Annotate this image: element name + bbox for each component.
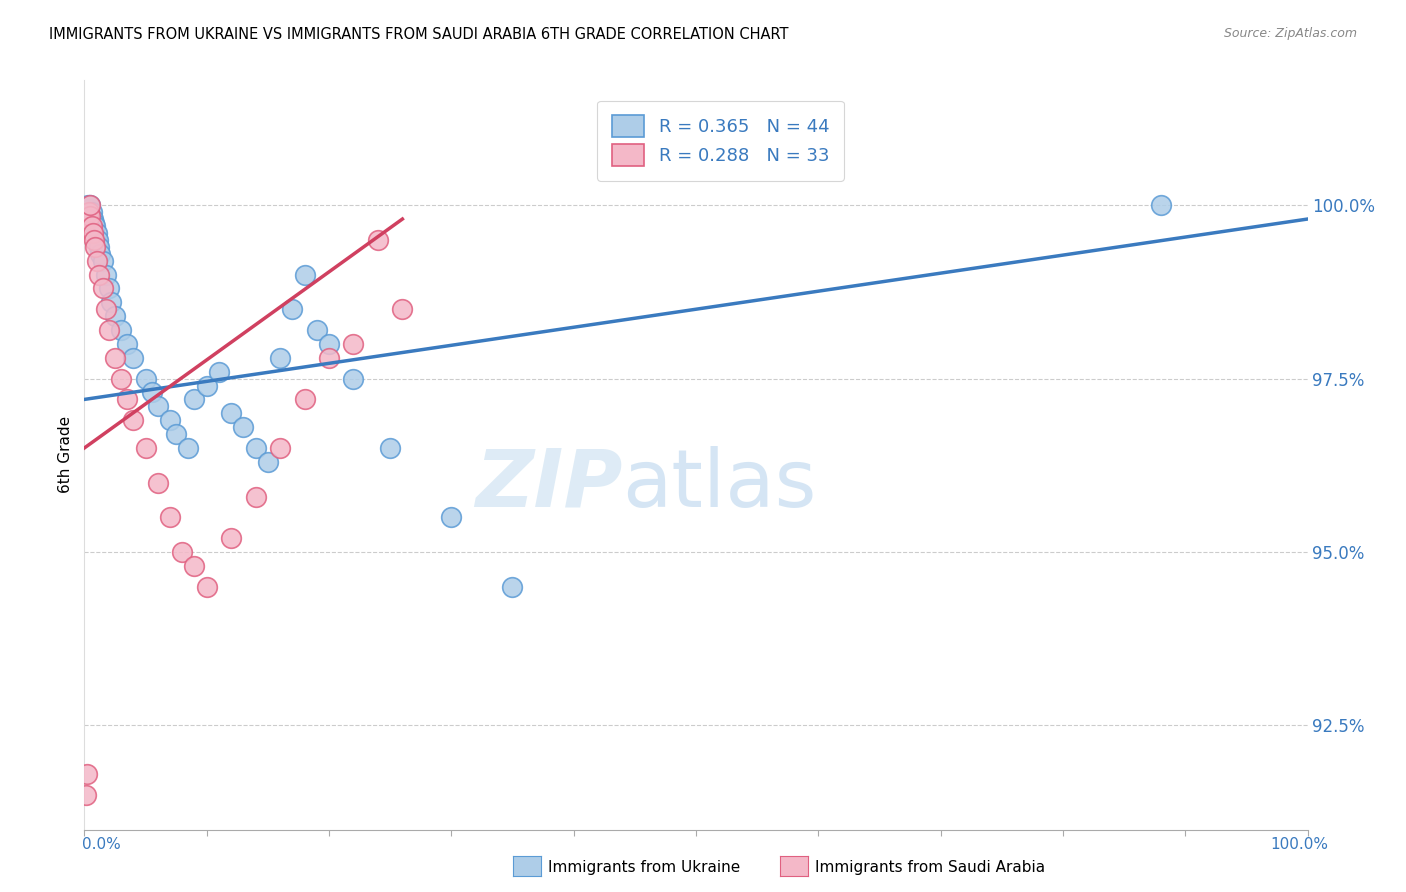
Text: Immigrants from Saudi Arabia: Immigrants from Saudi Arabia xyxy=(815,860,1046,874)
Point xyxy=(82,212,104,227)
Point xyxy=(257,455,280,469)
Point xyxy=(115,392,138,407)
Point xyxy=(89,246,111,260)
Point xyxy=(219,531,242,545)
Point xyxy=(79,209,101,223)
Point xyxy=(77,205,100,219)
Point xyxy=(195,378,218,392)
Point xyxy=(245,490,267,504)
Point xyxy=(96,302,118,317)
Point xyxy=(305,323,328,337)
Point xyxy=(83,215,105,229)
Point xyxy=(208,365,231,379)
Point xyxy=(79,198,101,212)
Point xyxy=(96,268,118,282)
Point xyxy=(183,392,205,407)
Point xyxy=(79,198,101,212)
Point xyxy=(269,351,291,365)
Point xyxy=(86,253,108,268)
Text: 0.0%: 0.0% xyxy=(82,837,121,852)
Point xyxy=(97,323,120,337)
Point xyxy=(76,767,98,781)
Point xyxy=(318,351,340,365)
Point xyxy=(232,420,254,434)
Text: ZIP: ZIP xyxy=(475,446,623,524)
Point xyxy=(294,268,316,282)
Point xyxy=(100,295,122,310)
Point xyxy=(79,209,101,223)
Point xyxy=(380,441,402,455)
Point xyxy=(146,475,169,490)
Point xyxy=(76,205,98,219)
Point xyxy=(1150,198,1173,212)
Point xyxy=(146,400,169,414)
Text: Immigrants from Ukraine: Immigrants from Ukraine xyxy=(548,860,741,874)
Point xyxy=(342,371,364,385)
Text: atlas: atlas xyxy=(623,446,817,524)
Point xyxy=(82,226,104,240)
Point xyxy=(115,337,138,351)
Point xyxy=(135,441,157,455)
Point xyxy=(269,441,291,455)
Text: 100.0%: 100.0% xyxy=(1271,837,1329,852)
Point xyxy=(97,281,120,295)
Point xyxy=(294,392,316,407)
Text: Source: ZipAtlas.com: Source: ZipAtlas.com xyxy=(1223,27,1357,40)
Point xyxy=(84,240,107,254)
Point xyxy=(159,413,181,427)
Point xyxy=(104,309,127,323)
Point xyxy=(87,240,110,254)
Point xyxy=(502,580,524,594)
Point xyxy=(91,281,114,295)
Point xyxy=(165,427,187,442)
Point xyxy=(104,351,127,365)
Legend: R = 0.365   N = 44, R = 0.288   N = 33: R = 0.365 N = 44, R = 0.288 N = 33 xyxy=(598,101,844,181)
Point xyxy=(84,219,107,233)
Point xyxy=(367,233,389,247)
Point xyxy=(183,558,205,573)
Point xyxy=(110,371,132,385)
Point xyxy=(122,351,145,365)
Point xyxy=(86,226,108,240)
Point xyxy=(135,371,157,385)
Point xyxy=(177,441,200,455)
Point xyxy=(281,302,304,317)
Point xyxy=(141,385,163,400)
Point xyxy=(172,545,194,559)
Y-axis label: 6th Grade: 6th Grade xyxy=(58,417,73,493)
Point xyxy=(75,788,97,802)
Text: IMMIGRANTS FROM UKRAINE VS IMMIGRANTS FROM SAUDI ARABIA 6TH GRADE CORRELATION CH: IMMIGRANTS FROM UKRAINE VS IMMIGRANTS FR… xyxy=(49,27,789,42)
Point xyxy=(87,268,110,282)
Point xyxy=(391,302,413,317)
Point xyxy=(195,580,218,594)
Point xyxy=(245,441,267,455)
Point xyxy=(342,337,364,351)
Point xyxy=(110,323,132,337)
Point xyxy=(80,219,103,233)
Point xyxy=(122,413,145,427)
Point xyxy=(159,510,181,524)
Point xyxy=(77,212,100,227)
Point xyxy=(219,406,242,420)
Point xyxy=(83,233,105,247)
Point xyxy=(318,337,340,351)
Point xyxy=(87,233,110,247)
Point xyxy=(91,253,114,268)
Point xyxy=(77,198,100,212)
Point xyxy=(440,510,463,524)
Point xyxy=(77,202,100,216)
Point xyxy=(80,205,103,219)
